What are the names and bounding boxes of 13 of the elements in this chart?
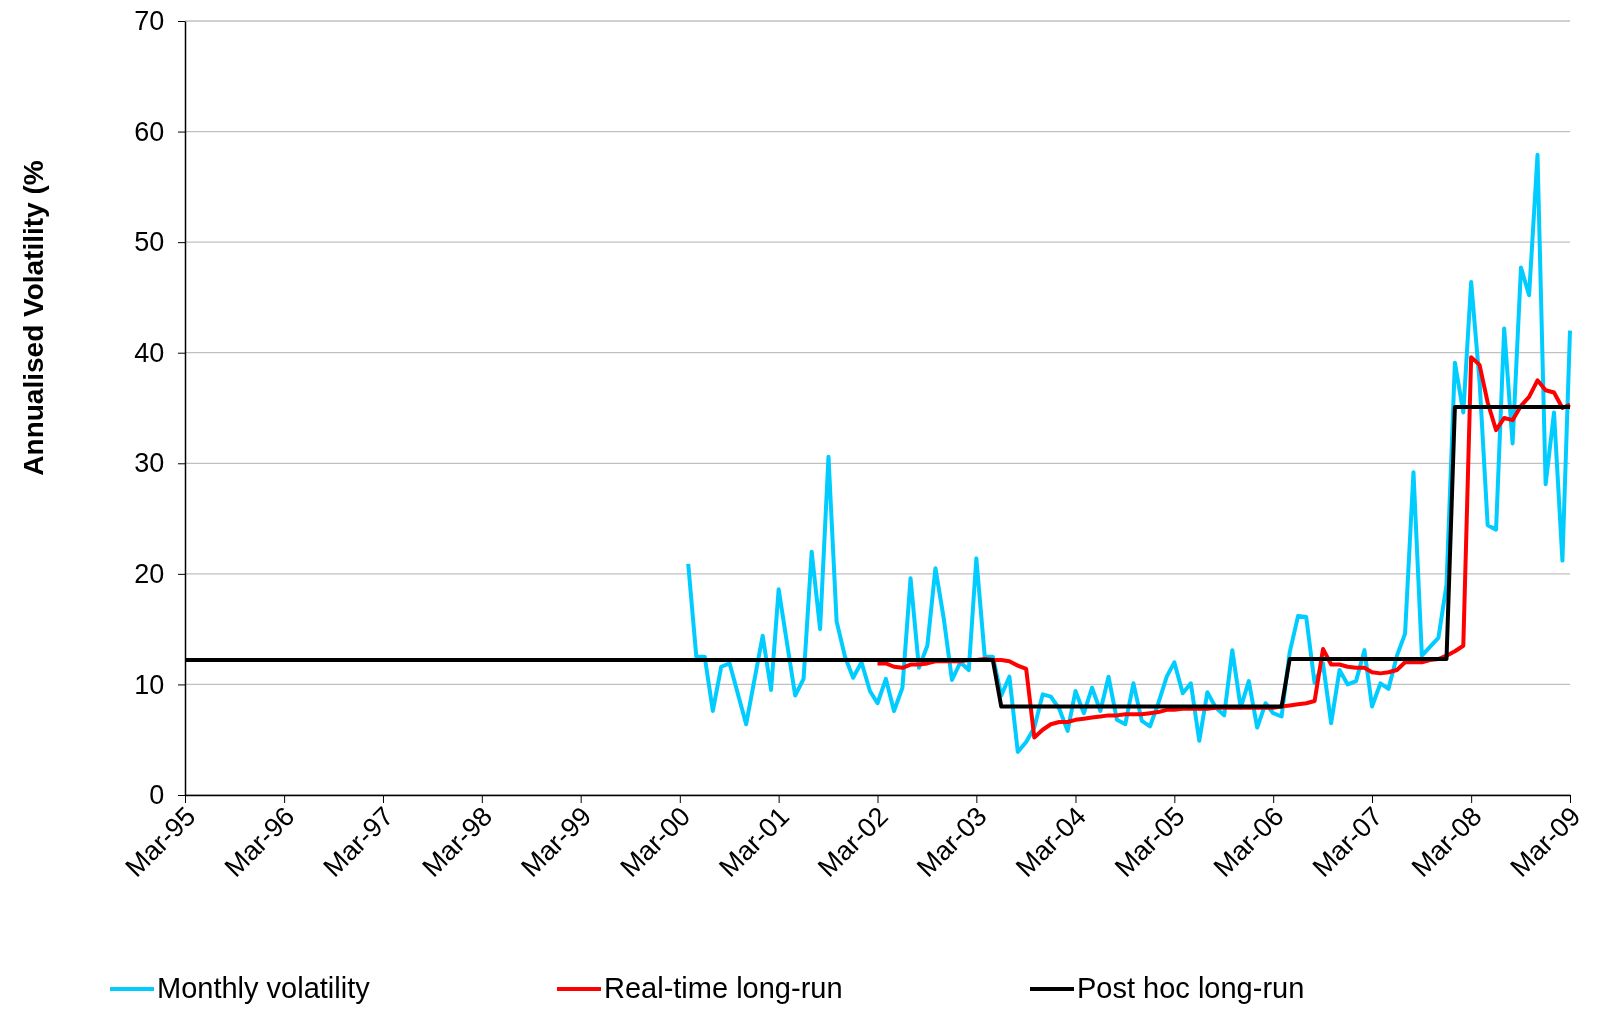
legend-label: Real-time long-run (604, 972, 843, 1004)
y-tick-label: 60 (134, 116, 165, 147)
y-tick-label: 20 (134, 559, 165, 589)
y-tick-label: 40 (134, 337, 165, 368)
legend-label: Monthly volatility (157, 972, 371, 1004)
y-tick-label: 10 (134, 669, 165, 700)
legend-label: Post hoc long-run (1077, 972, 1305, 1004)
line-series (686, 152, 1572, 754)
y-tick-label: 70 (134, 6, 165, 37)
y-tick-label: 50 (134, 227, 165, 258)
y-axis-title: Annualised Volatility (% (18, 160, 49, 476)
y-tick-label: 30 (134, 448, 165, 479)
y-tick-label: 0 (149, 780, 165, 811)
